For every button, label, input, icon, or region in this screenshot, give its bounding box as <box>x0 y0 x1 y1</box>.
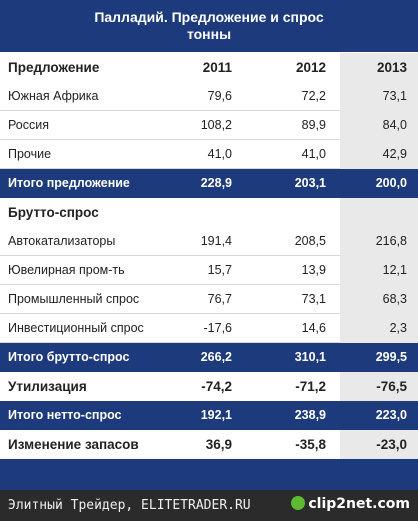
cell: 41,0 <box>301 147 326 161</box>
table-row: Южная Африка 79,6 72,2 73,1 <box>0 82 418 111</box>
cell: 2011 <box>202 60 232 75</box>
cell: -76,5 <box>376 379 407 394</box>
logo[interactable]: clip2net.com <box>291 496 410 512</box>
cell: 203,1 <box>294 176 326 190</box>
table-row: Изменение запасов 36,9 -35,8 -23,0 <box>0 430 418 459</box>
cell: 79,6 <box>207 89 232 103</box>
highlight-column <box>340 314 418 343</box>
row-label: Предложение <box>8 60 100 75</box>
table-row: Прочие 41,0 41,0 42,9 <box>0 140 418 169</box>
row-label: Автокатализаторы <box>8 234 116 248</box>
cell: -71,2 <box>295 379 326 394</box>
cell: 299,5 <box>375 350 407 364</box>
subtitle: тонны <box>186 26 232 42</box>
cell: 15,7 <box>207 263 232 277</box>
cell: 108,2 <box>200 118 232 132</box>
cell: 223,0 <box>375 408 407 422</box>
highlight-column <box>340 82 418 111</box>
table-row: Итого нетто-спрос 192,1 238,9 223,0 <box>0 401 418 430</box>
row-label: Россия <box>8 118 49 132</box>
blue-band <box>0 459 418 490</box>
row-label: Ювелирная пром-ть <box>8 263 125 277</box>
cell: 12,1 <box>382 263 407 277</box>
cell: 2012 <box>295 60 326 75</box>
cell: 68,3 <box>382 292 407 306</box>
title: Палладий. Предложение и спрос <box>94 9 324 25</box>
cell: -17,6 <box>203 321 233 335</box>
cell: -23,0 <box>376 437 407 452</box>
cell: 36,9 <box>205 437 232 452</box>
cell: 310,1 <box>294 350 326 364</box>
cell: 238,9 <box>294 408 326 422</box>
cell: 89,9 <box>301 118 326 132</box>
row-label: Итого предложение <box>8 176 130 190</box>
row-label: Южная Африка <box>8 89 99 103</box>
footer: Элитный Трейдер, ELITETRADER.RU clip2net… <box>0 490 418 521</box>
cell: -35,8 <box>295 437 326 452</box>
highlight-column <box>340 430 418 459</box>
highlight-column <box>340 198 418 227</box>
table-row: Утилизация -74,2 -71,2 -76,5 <box>0 372 418 401</box>
row-label: Изменение запасов <box>8 437 139 452</box>
cell: 200,0 <box>375 176 407 190</box>
source: Элитный Трейдер, ELITETRADER.RU <box>8 498 251 513</box>
cell: 2013 <box>376 60 407 75</box>
cell: -74,2 <box>201 379 232 394</box>
cell: 266,2 <box>200 350 232 364</box>
row-label: Итого брутто-спрос <box>8 350 130 364</box>
cell: 208,5 <box>294 234 326 248</box>
cell: 73,1 <box>382 89 407 103</box>
table-row: Брутто-спрос <box>0 198 418 227</box>
highlight-column <box>340 285 418 314</box>
cell: 14,6 <box>301 321 326 335</box>
table-row: Итого предложение 228,9 203,1 200,0 <box>0 169 418 198</box>
row-label: Промышленный спрос <box>8 292 140 306</box>
cell: 42,9 <box>382 147 407 161</box>
cell: 13,9 <box>301 263 326 277</box>
row-label: Брутто-спрос <box>8 205 99 220</box>
highlight-column <box>340 372 418 401</box>
cell: 228,9 <box>200 176 232 190</box>
table-row: Автокатализаторы 191,4 208,5 216,8 <box>0 227 418 256</box>
cell: 76,7 <box>207 292 232 306</box>
row-label: Итого нетто-спрос <box>8 408 122 422</box>
cell: 73,1 <box>301 292 326 306</box>
highlight-column <box>340 140 418 169</box>
cell: 216,8 <box>375 234 407 248</box>
logo-icon <box>291 496 306 510</box>
header: Палладий. Предложение и спрос тонны <box>0 0 418 52</box>
row-label: Инвестиционный спрос <box>8 321 144 335</box>
highlight-column <box>340 227 418 256</box>
highlight-column <box>340 53 418 82</box>
table-row: Промышленный спрос 76,7 73,1 68,3 <box>0 285 418 314</box>
cell: 191,4 <box>200 234 232 248</box>
cell: 84,0 <box>382 118 407 132</box>
cell: 41,0 <box>207 147 232 161</box>
highlight-column <box>340 111 418 140</box>
logo-text: clip2net.com <box>308 496 410 512</box>
row-label: Прочие <box>8 147 52 161</box>
table-row: Инвестиционный спрос -17,6 14,6 2,3 <box>0 314 418 343</box>
cell: 192,1 <box>200 408 232 422</box>
row-label: Утилизация <box>8 379 87 394</box>
table-row: Итого брутто-спрос 266,2 310,1 299,5 <box>0 343 418 372</box>
table-row: Ювелирная пром-ть 15,7 13,9 12,1 <box>0 256 418 285</box>
cell: 2,3 <box>389 321 407 335</box>
highlight-column <box>340 256 418 285</box>
cell: 72,2 <box>301 89 326 103</box>
table-row: Россия 108,2 89,9 84,0 <box>0 111 418 140</box>
table-row: Предложение 2011 2012 2013 <box>0 53 418 82</box>
